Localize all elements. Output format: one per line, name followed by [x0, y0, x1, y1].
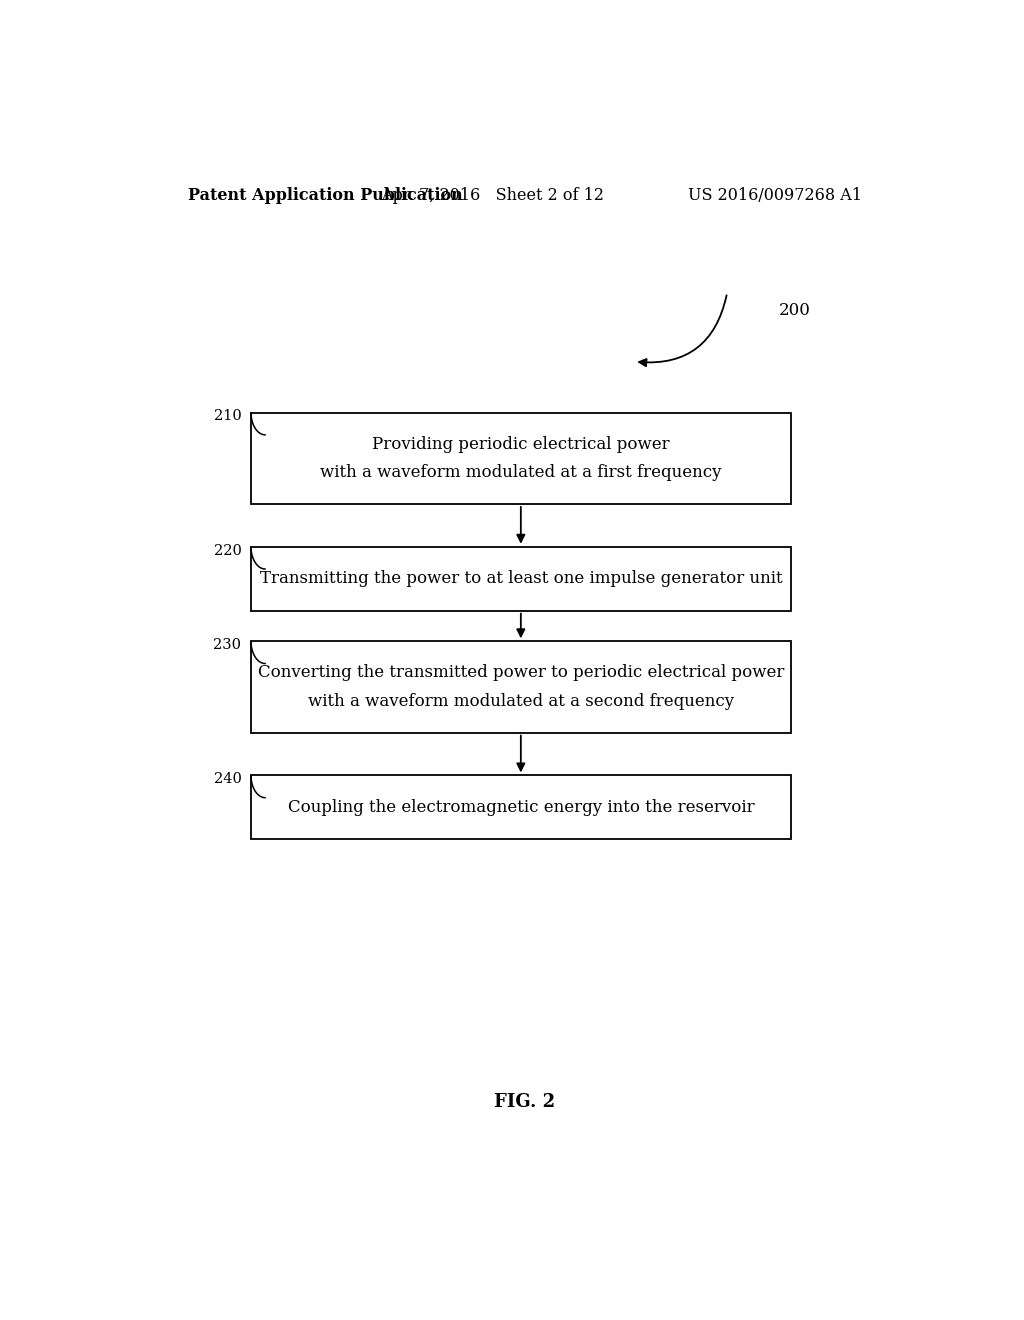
Text: with a waveform modulated at a second frequency: with a waveform modulated at a second fr… [308, 693, 734, 710]
Text: 240: 240 [214, 772, 242, 787]
Text: Converting the transmitted power to periodic electrical power: Converting the transmitted power to peri… [258, 664, 784, 681]
Text: 220: 220 [214, 544, 242, 557]
FancyBboxPatch shape [251, 642, 791, 733]
Text: 200: 200 [779, 302, 811, 319]
Text: Transmitting the power to at least one impulse generator unit: Transmitting the power to at least one i… [259, 570, 782, 587]
FancyBboxPatch shape [251, 412, 791, 504]
FancyBboxPatch shape [251, 775, 791, 840]
Text: US 2016/0097268 A1: US 2016/0097268 A1 [688, 187, 862, 205]
Text: FIG. 2: FIG. 2 [495, 1093, 555, 1110]
Text: Apr. 7, 2016   Sheet 2 of 12: Apr. 7, 2016 Sheet 2 of 12 [382, 187, 604, 205]
Text: 210: 210 [214, 409, 242, 424]
Text: 230: 230 [213, 638, 242, 652]
Text: Patent Application Publication: Patent Application Publication [187, 187, 462, 205]
FancyBboxPatch shape [251, 546, 791, 611]
Text: Providing periodic electrical power: Providing periodic electrical power [372, 436, 670, 453]
Text: Coupling the electromagnetic energy into the reservoir: Coupling the electromagnetic energy into… [288, 799, 754, 816]
Text: with a waveform modulated at a first frequency: with a waveform modulated at a first fre… [321, 463, 722, 480]
